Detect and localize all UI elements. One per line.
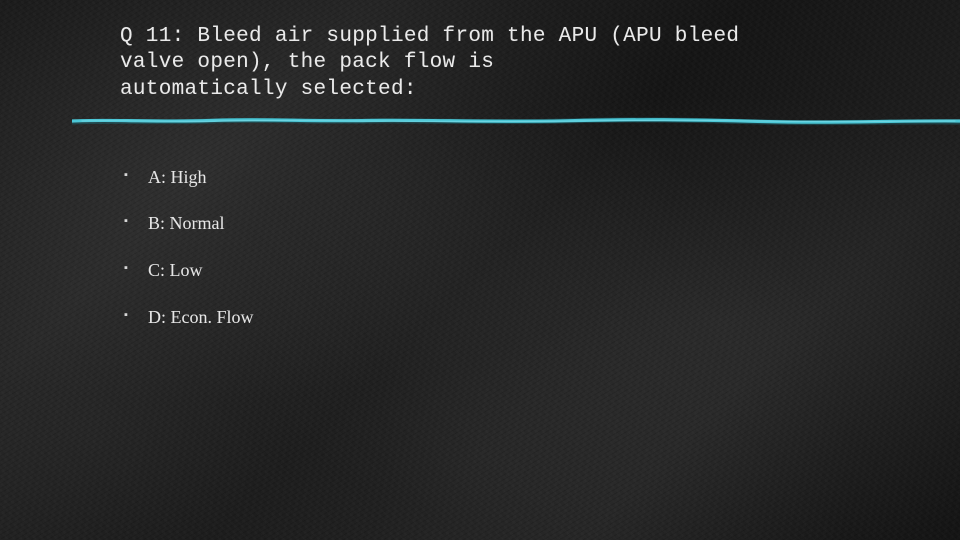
option-b: B: Normal (148, 213, 840, 234)
option-text: A: High (148, 167, 207, 187)
option-text: B: Normal (148, 213, 225, 233)
option-a: A: High (148, 167, 840, 188)
option-text: C: Low (148, 260, 203, 280)
options-list: A: High B: Normal C: Low D: Econ. Flow (120, 167, 840, 328)
question-text: Q 11: Bleed air supplied from the APU (A… (120, 24, 840, 103)
option-d: D: Econ. Flow (148, 307, 840, 328)
quiz-slide: Q 11: Bleed air supplied from the APU (A… (0, 0, 960, 540)
divider-line (72, 116, 960, 126)
option-text: D: Econ. Flow (148, 307, 254, 327)
option-c: C: Low (148, 260, 840, 281)
